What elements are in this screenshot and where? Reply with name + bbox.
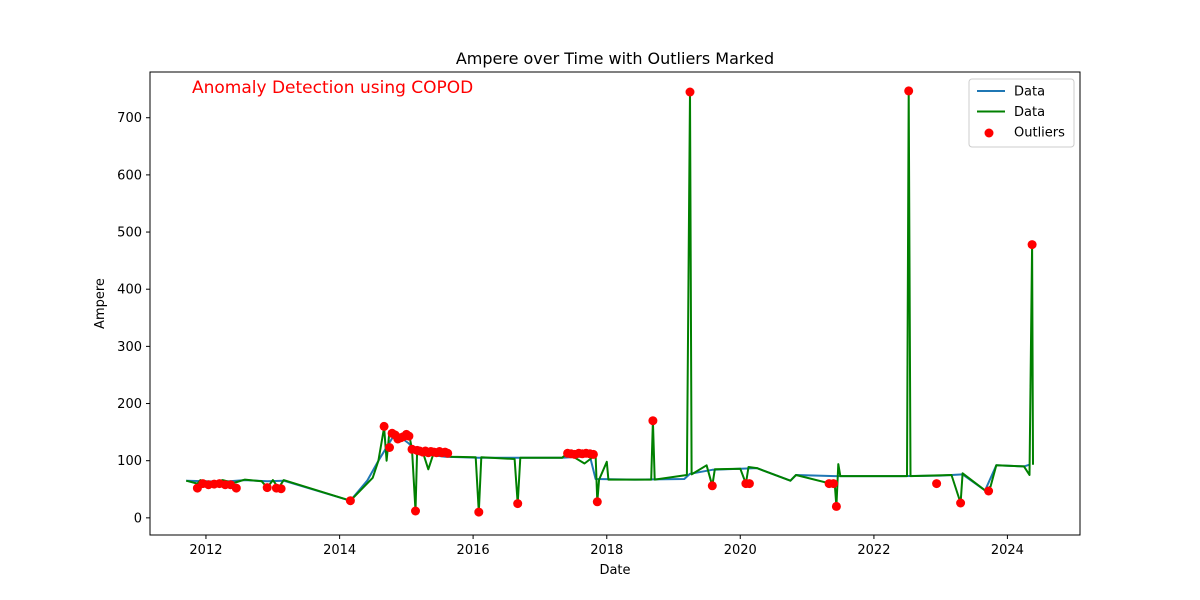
x-tick-label: 2020	[724, 543, 757, 558]
legend-label: Data	[1014, 105, 1045, 120]
outlier-point	[404, 431, 414, 441]
legend-label: Data	[1014, 85, 1045, 100]
outlier-point	[379, 421, 389, 431]
legend: Data Data Outliers	[968, 78, 1075, 148]
outlier-point	[685, 87, 695, 97]
outlier-point	[474, 507, 484, 517]
y-tick-label: 0	[134, 511, 142, 526]
series-line-2	[185, 89, 1034, 514]
outlier-point	[276, 484, 286, 494]
outlier-point	[829, 479, 838, 489]
outlier-point	[385, 443, 394, 452]
x-tick-label: 2018	[590, 543, 623, 558]
outlier-point	[411, 506, 420, 516]
y-axis-label: Ampere	[93, 278, 108, 329]
outlier-point	[956, 498, 966, 508]
outlier-point	[932, 479, 942, 489]
y-tick-label: 600	[117, 168, 142, 183]
outlier-point	[648, 416, 658, 426]
chart-annotation: Anomaly Detection using COPOD	[192, 78, 473, 98]
legend-box	[968, 78, 1075, 148]
plot-frame	[149, 71, 1081, 536]
outlier-point	[984, 486, 994, 496]
plot-area	[185, 86, 1037, 517]
y-tick-label: 700	[117, 111, 142, 126]
outlier-point	[904, 86, 914, 96]
x-axis-label: Date	[599, 563, 630, 578]
y-tick-label: 400	[117, 283, 142, 298]
y-tick-label: 100	[117, 454, 142, 469]
x-tick-label: 2012	[189, 543, 222, 558]
x-tick-label: 2014	[323, 543, 356, 558]
y-tick-label: 500	[117, 226, 142, 241]
x-tick-label: 2022	[857, 543, 890, 558]
outlier-point	[513, 499, 523, 509]
x-tick-label: 2016	[457, 543, 490, 558]
outlier-point	[262, 483, 272, 493]
axes: 2012 2014 2016 2018 2020 2022 2024 0 100 200 300 40…	[117, 71, 1081, 558]
outlier-point	[831, 501, 841, 511]
outlier-point	[592, 497, 602, 507]
y-tick-label: 300	[117, 340, 142, 355]
legend-label: Outliers	[1014, 126, 1065, 141]
outlier-point	[588, 449, 598, 459]
chart-title: Ampere over Time with Outliers Marked	[456, 49, 774, 68]
outlier-point	[707, 481, 717, 491]
outlier-point	[443, 448, 453, 458]
x-tick-label: 2024	[991, 543, 1024, 558]
y-tick-label: 200	[117, 397, 142, 412]
outlier-point	[231, 483, 241, 493]
outlier-point	[744, 479, 754, 489]
legend-dot-swatch	[984, 128, 994, 138]
outlier-point	[1027, 240, 1037, 250]
outlier-point	[345, 496, 355, 506]
